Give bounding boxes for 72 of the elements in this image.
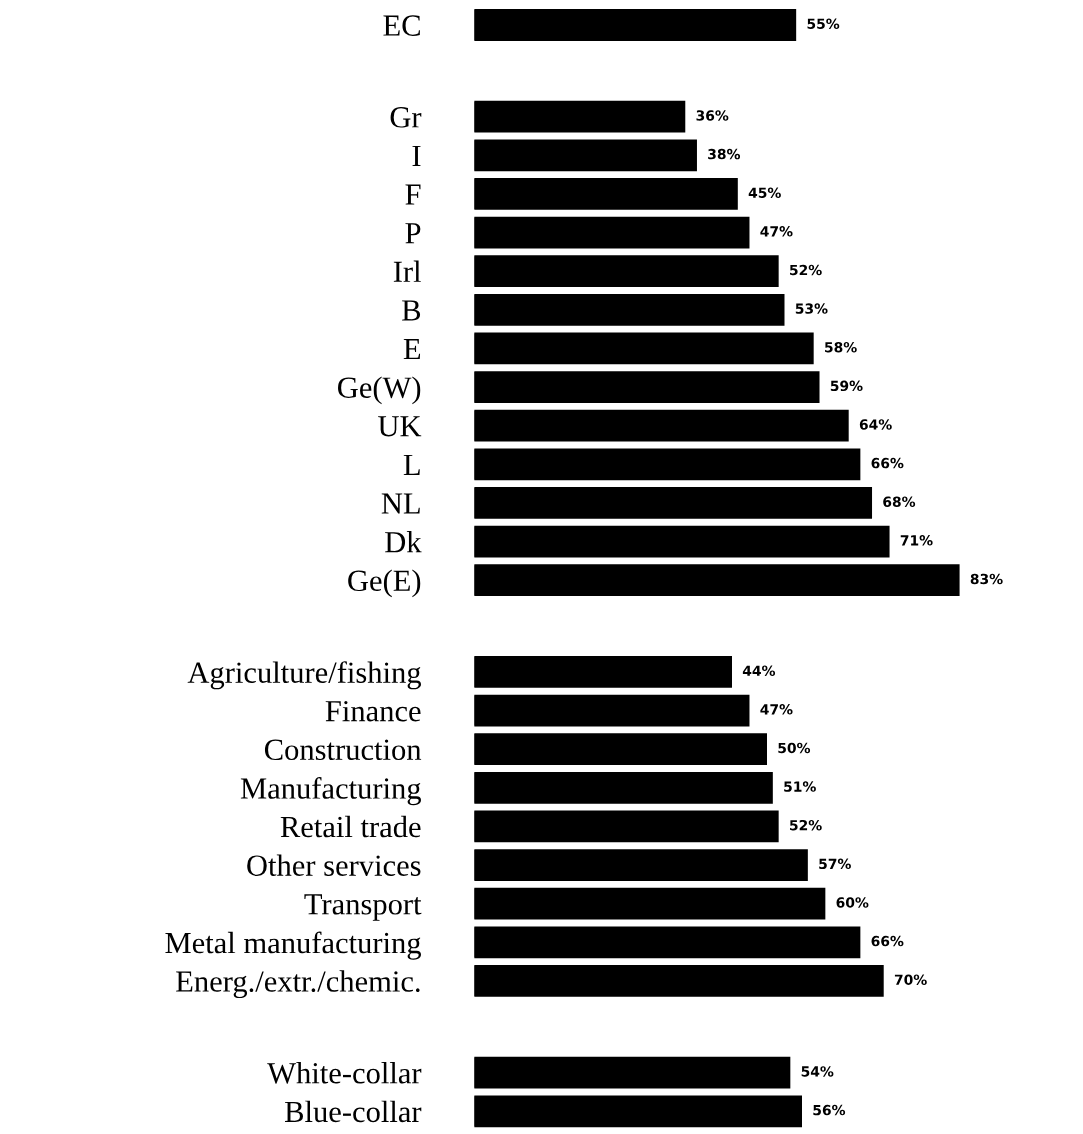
data-label: 38%: [708, 148, 741, 160]
y-tick-label: Dk: [385, 530, 422, 553]
y-tick-label: White-collar: [267, 1062, 422, 1084]
data-label: 58%: [825, 341, 857, 353]
data-label: 83%: [970, 573, 1003, 585]
data-label: 47%: [760, 226, 793, 237]
data-label: 56%: [813, 1104, 846, 1116]
y-tick-label: P: [405, 223, 421, 244]
y-tick-label: Blue-collar: [285, 1100, 422, 1123]
data-label: 52%: [790, 264, 822, 276]
bar: [474, 926, 861, 959]
y-tick-label: Retail trade: [280, 815, 421, 838]
bar: [474, 139, 697, 172]
bar: [474, 965, 884, 997]
data-label: 45%: [748, 187, 781, 198]
bar: [474, 810, 779, 843]
y-tick-label: Other services: [247, 854, 421, 876]
bar: [474, 293, 785, 326]
data-label: 36%: [696, 110, 729, 121]
bar: [474, 656, 732, 688]
bar: [474, 448, 861, 481]
bar: [474, 564, 960, 597]
data-label: 50%: [778, 742, 811, 754]
bar: [474, 733, 767, 766]
bar: [474, 178, 738, 210]
y-tick-label: Metal manufacturing: [165, 931, 421, 960]
y-tick-label: I: [412, 145, 421, 166]
y-tick-label: Manufacturing: [240, 777, 421, 806]
y-tick-label: B: [402, 300, 421, 321]
data-label: 57%: [819, 858, 851, 870]
y-tick-label: L: [403, 454, 420, 475]
data-label: 52%: [790, 819, 822, 831]
bar: [474, 332, 814, 365]
data-label: 47%: [760, 704, 793, 715]
data-label: 59%: [830, 380, 863, 392]
bar: [474, 255, 779, 288]
data-label: 66%: [871, 457, 904, 469]
y-tick-label: Finance: [325, 700, 421, 722]
bar: [474, 216, 750, 249]
y-tick-label: EC: [383, 15, 420, 36]
data-label: 68%: [883, 496, 916, 507]
bar: [474, 694, 750, 727]
data-label: 60%: [836, 897, 869, 908]
y-tick-label: Transport: [304, 894, 422, 921]
bar: [474, 525, 890, 558]
data-label: 71%: [900, 535, 933, 546]
y-tick-label: Agriculture/fishing: [187, 661, 421, 690]
y-tick-label: UK: [378, 416, 422, 437]
bar: [474, 100, 686, 133]
bar: [474, 371, 820, 403]
y-tick-label: Gr: [390, 107, 422, 128]
data-label: 53%: [795, 303, 828, 314]
y-tick-label: F: [405, 184, 421, 205]
data-label: 66%: [871, 935, 904, 947]
y-tick-label: Irl: [393, 260, 421, 282]
bar: [474, 849, 808, 881]
y-tick-label: Ge(W): [338, 376, 421, 405]
bar: [474, 409, 849, 442]
data-label: 70%: [894, 974, 927, 985]
y-tick-label: E: [403, 339, 421, 360]
bar: [474, 887, 826, 920]
data-label: 64%: [859, 419, 892, 430]
y-tick-label: Construction: [264, 739, 422, 761]
bar: [474, 487, 873, 519]
data-label: 51%: [784, 781, 816, 792]
data-label: 55%: [807, 18, 840, 30]
data-label: 54%: [801, 1066, 834, 1077]
y-tick-label: NL: [381, 493, 420, 514]
data-label: 44%: [742, 665, 776, 676]
bar: [474, 771, 773, 804]
y-tick-label: Ge(E): [348, 569, 421, 598]
y-tick-label: Energ./extr./chemic.: [176, 970, 420, 999]
